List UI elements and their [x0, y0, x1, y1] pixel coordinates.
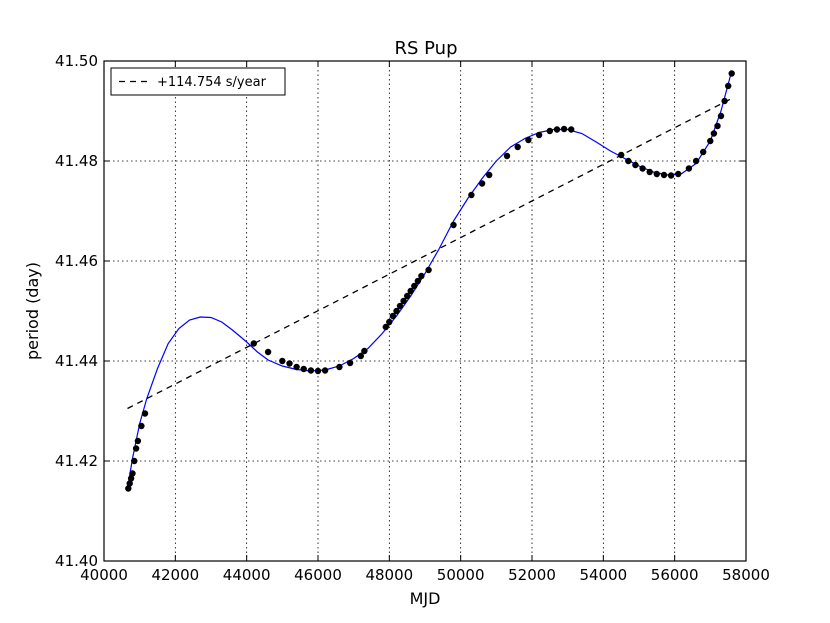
data-point	[503, 152, 511, 160]
y-tick-label: 41.46	[55, 252, 98, 270]
data-point	[134, 437, 142, 445]
data-point	[568, 126, 575, 133]
legend: +114.754 s/year	[110, 67, 286, 96]
data-point	[132, 445, 140, 452]
data-point	[725, 82, 732, 90]
data-point	[125, 485, 132, 492]
data-point	[361, 347, 368, 355]
trend-line	[127, 97, 732, 410]
data-point	[382, 323, 389, 331]
data-point	[685, 165, 693, 172]
data-point	[131, 457, 138, 465]
data-point	[346, 359, 354, 367]
data-point	[700, 148, 707, 156]
data-point	[639, 165, 646, 172]
data-point	[675, 170, 682, 178]
data-point	[407, 287, 414, 295]
data-point	[710, 130, 718, 137]
data-point	[411, 282, 418, 290]
x-tick-label: 50000	[437, 566, 485, 584]
data-point	[714, 122, 721, 130]
data-point	[478, 180, 486, 187]
y-tick-label: 41.42	[55, 452, 98, 470]
data-point	[425, 266, 432, 274]
data-point	[692, 157, 700, 165]
y-tick-label: 41.50	[55, 52, 98, 70]
y-tick-label: 41.40	[55, 552, 98, 570]
data-point	[400, 297, 407, 305]
data-point	[535, 131, 543, 139]
data-point	[279, 357, 286, 365]
data-point	[127, 475, 135, 482]
data-point	[514, 143, 521, 151]
x-tick-label: 42000	[151, 566, 199, 584]
x-tick-label: 54000	[579, 566, 627, 584]
data-point	[307, 367, 315, 374]
data-point	[717, 112, 725, 120]
y-axis-label: period (day)	[23, 262, 42, 360]
data-point	[126, 480, 133, 487]
y-tick-label: 41.44	[55, 352, 98, 370]
data-point	[286, 360, 293, 367]
legend-box	[110, 67, 286, 96]
legend-label: +114.754 s/year	[157, 75, 267, 90]
x-tick-label: 40000	[80, 566, 128, 584]
data-point	[728, 70, 735, 77]
chart-title: RS Pup	[394, 38, 457, 59]
data-point	[314, 367, 322, 375]
data-point	[138, 422, 145, 430]
data-point	[707, 137, 714, 145]
plot-frame	[103, 60, 747, 562]
data-point	[632, 161, 639, 169]
y-tick-label: 41.48	[55, 152, 98, 170]
data-point	[386, 318, 393, 326]
data-point	[660, 171, 668, 179]
data-point	[321, 367, 329, 374]
data-point	[393, 307, 400, 315]
data-point	[667, 172, 675, 179]
data-point	[404, 292, 411, 300]
x-tick-label: 52000	[508, 566, 556, 584]
data-point	[129, 470, 136, 477]
fit-curve	[126, 70, 733, 489]
data-point	[357, 352, 364, 360]
data-point	[653, 170, 660, 178]
grid-layer	[104, 61, 746, 561]
x-axis-label: MJD	[410, 589, 441, 608]
data-point	[300, 365, 307, 373]
data-point	[625, 157, 632, 165]
x-tick-label: 58000	[722, 566, 770, 584]
x-tick-label: 56000	[651, 566, 699, 584]
series-layer	[125, 70, 735, 492]
data-point	[553, 126, 561, 133]
data-point	[264, 348, 272, 356]
data-point	[560, 125, 568, 133]
data-point	[414, 277, 422, 285]
data-point	[525, 136, 532, 144]
data-point	[486, 171, 493, 179]
data-point	[646, 168, 653, 176]
data-point	[336, 363, 343, 371]
data-point	[293, 363, 300, 371]
data-point	[389, 312, 397, 320]
data-point	[396, 302, 404, 310]
x-tick-label: 46000	[294, 566, 342, 584]
data-point	[250, 340, 257, 347]
data-point	[721, 97, 728, 105]
x-tick-label: 44000	[223, 566, 271, 584]
ticks-layer: 40000 42000 44000 46000 48000 50000 52000 54000…	[55, 52, 770, 584]
data-point	[546, 127, 553, 135]
data-point	[468, 191, 475, 199]
x-tick-label: 48000	[365, 566, 413, 584]
data-point	[141, 410, 149, 417]
data-point	[450, 221, 457, 229]
data-point	[418, 272, 425, 280]
